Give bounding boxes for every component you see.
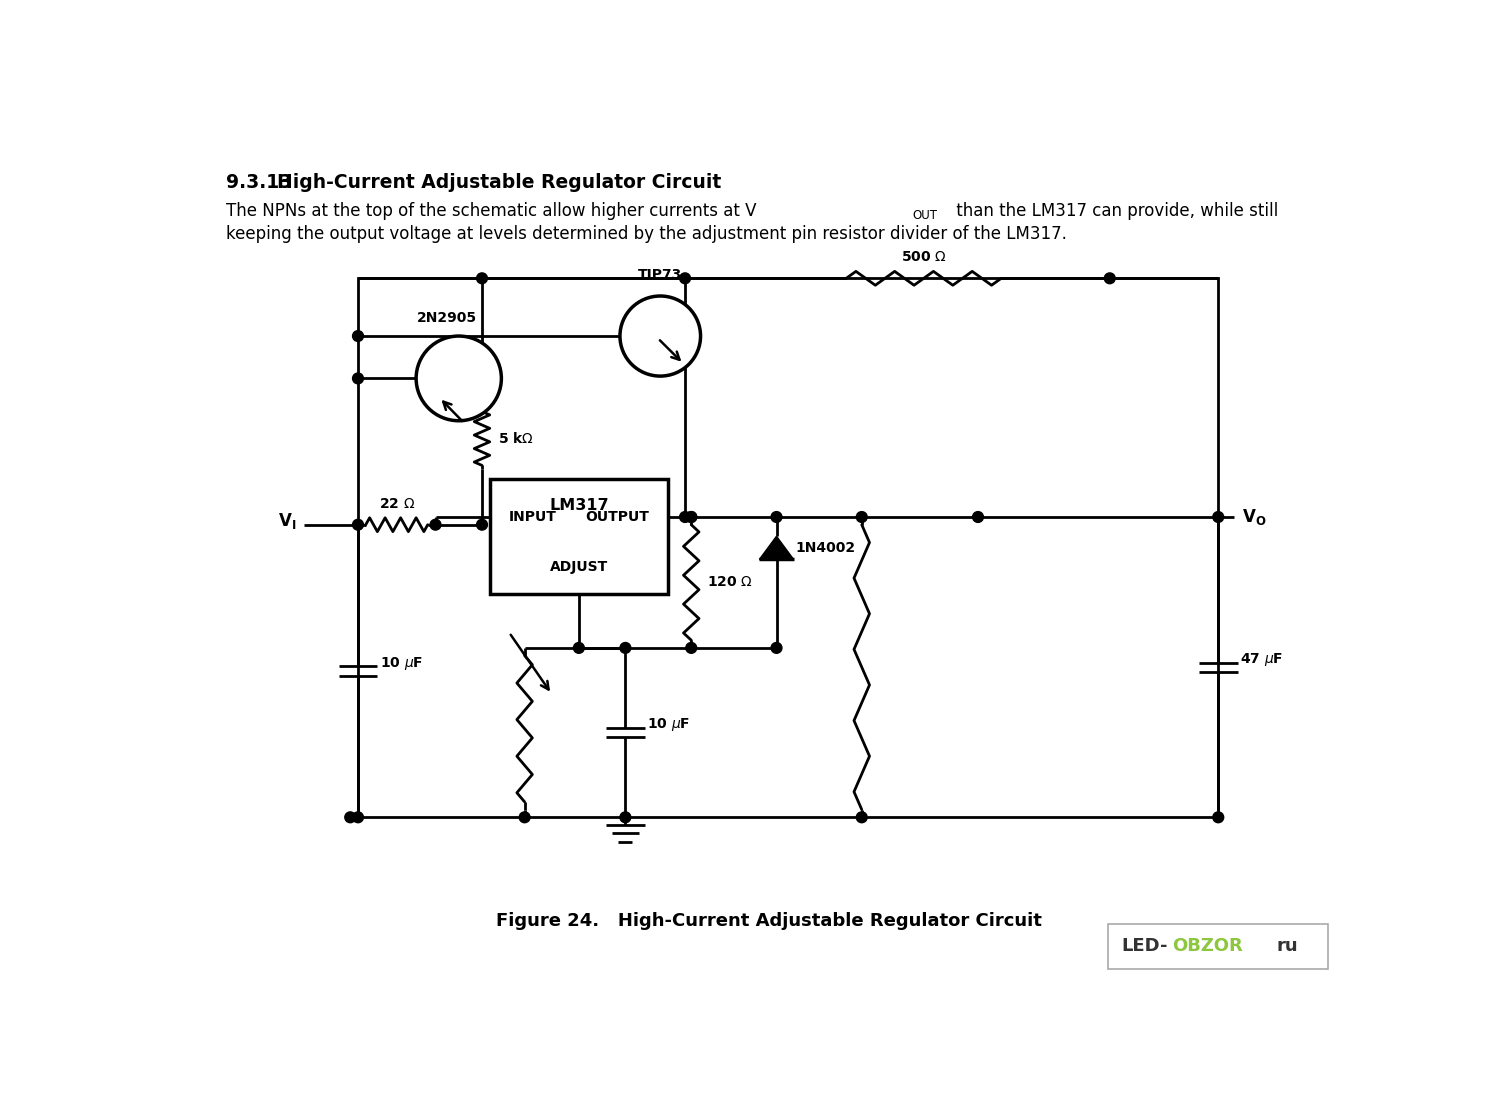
Text: Figure 24.   High-Current Adjustable Regulator Circuit: Figure 24. High-Current Adjustable Regul… (496, 912, 1041, 931)
Text: 120 $\Omega$: 120 $\Omega$ (706, 575, 753, 590)
Circle shape (1104, 273, 1114, 284)
Circle shape (856, 812, 867, 823)
Circle shape (352, 812, 363, 823)
Circle shape (345, 812, 355, 823)
Circle shape (477, 519, 488, 530)
Circle shape (680, 273, 690, 284)
Circle shape (416, 337, 501, 421)
Bar (358, 278, 1218, 817)
Text: 10 $\mu$F: 10 $\mu$F (380, 654, 423, 672)
Circle shape (352, 331, 363, 341)
Text: INPUT: INPUT (509, 510, 556, 524)
Text: OUT: OUT (912, 209, 938, 222)
Text: 9.3.13: 9.3.13 (226, 173, 292, 191)
Circle shape (620, 642, 632, 653)
Bar (489, 478, 668, 594)
Circle shape (680, 512, 690, 522)
Circle shape (430, 519, 441, 530)
Circle shape (686, 642, 696, 653)
Text: keeping the output voltage at levels determined by the adjustment pin resistor d: keeping the output voltage at levels det… (226, 224, 1066, 243)
Circle shape (1214, 812, 1224, 823)
Text: 2N2905: 2N2905 (417, 310, 477, 324)
Text: OBZOR: OBZOR (1172, 937, 1242, 955)
Text: 47 $\mu$F: 47 $\mu$F (1240, 651, 1282, 668)
Text: OUTPUT: OUTPUT (585, 510, 648, 524)
Circle shape (519, 812, 530, 823)
Circle shape (620, 812, 632, 823)
Text: The NPNs at the top of the schematic allow higher currents at V: The NPNs at the top of the schematic all… (226, 201, 756, 220)
Text: High-Current Adjustable Regulator Circuit: High-Current Adjustable Regulator Circui… (276, 173, 722, 191)
Text: LED-: LED- (1122, 937, 1168, 955)
Text: 5 k$\Omega$: 5 k$\Omega$ (498, 431, 534, 446)
Circle shape (972, 512, 984, 522)
Text: LM317: LM317 (549, 498, 609, 513)
Text: ADJUST: ADJUST (549, 560, 608, 574)
Polygon shape (759, 537, 794, 559)
Text: V$_\mathregular{O}$: V$_\mathregular{O}$ (1242, 507, 1266, 527)
Circle shape (771, 642, 782, 653)
Text: than the LM317 can provide, while still: than the LM317 can provide, while still (951, 201, 1278, 220)
Circle shape (771, 512, 782, 522)
Text: 10 $\mu$F: 10 $\mu$F (646, 716, 690, 734)
Circle shape (352, 373, 363, 384)
Text: ru: ru (1276, 937, 1298, 955)
Text: TIP73: TIP73 (638, 268, 682, 283)
Circle shape (686, 512, 696, 522)
Circle shape (856, 512, 867, 522)
Text: 1N4002: 1N4002 (796, 541, 856, 554)
Circle shape (573, 642, 585, 653)
Circle shape (352, 519, 363, 530)
Circle shape (620, 296, 701, 376)
Circle shape (1214, 512, 1224, 522)
Circle shape (686, 512, 696, 522)
Text: 22 $\Omega$: 22 $\Omega$ (378, 497, 416, 510)
Bar (489, 478, 668, 594)
FancyBboxPatch shape (1108, 924, 1329, 969)
Text: 500 $\Omega$: 500 $\Omega$ (902, 251, 946, 264)
Text: V$_\mathregular{I}$: V$_\mathregular{I}$ (278, 510, 296, 531)
Circle shape (477, 273, 488, 284)
